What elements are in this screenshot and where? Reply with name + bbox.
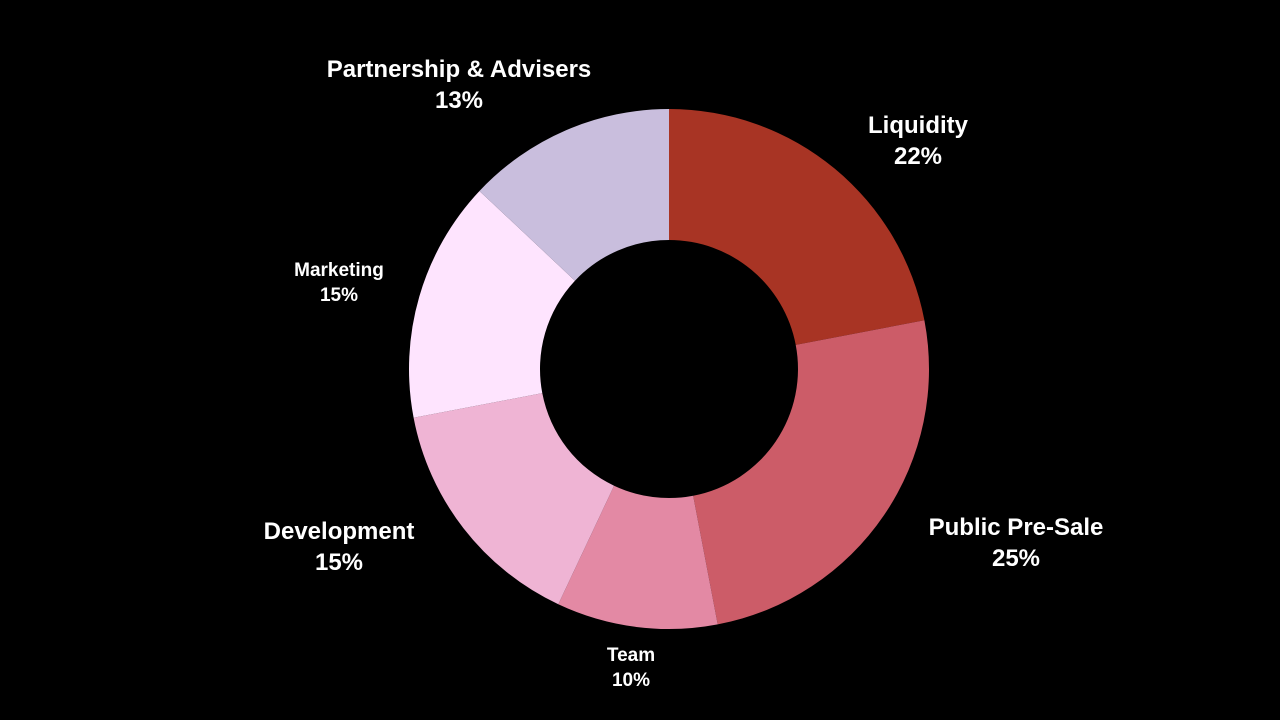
slice-value-partnership-advisers: 13% [434, 87, 484, 115]
donut-slice-development [413, 393, 615, 605]
slice-label-partnership-advisers: Partnership & Advisers 13% [327, 54, 592, 116]
donut-slice-marketing [408, 191, 575, 418]
slice-name-public-pre-sale: Public Pre-Sale [928, 514, 1104, 541]
donut-slice-public-pre-sale [693, 320, 930, 625]
slice-value-public-pre-sale: 25% [991, 545, 1041, 573]
slice-name-team: Team [606, 645, 656, 666]
slice-name-development: Development [263, 518, 415, 545]
slice-name-partnership-advisers: Partnership & Advisers [326, 56, 592, 83]
donut-slice-partnership-advisers [479, 109, 669, 281]
slice-value-liquidity: 22% [893, 143, 943, 171]
slice-label-development: Development 15% [264, 516, 415, 578]
slice-name-marketing: Marketing [294, 260, 384, 281]
slice-label-liquidity: Liquidity 22% [868, 110, 968, 172]
slice-label-team: Team 10% [607, 644, 655, 693]
donut-slice-team [558, 485, 718, 630]
slice-name-liquidity: Liquidity [868, 112, 968, 139]
donut-slice-liquidity [669, 109, 925, 345]
slice-label-public-pre-sale: Public Pre-Sale 25% [929, 512, 1104, 574]
slice-value-development: 15% [314, 549, 364, 577]
slice-value-team: 10% [611, 669, 651, 691]
slice-label-marketing: Marketing 15% [294, 259, 384, 308]
slice-value-marketing: 15% [319, 284, 359, 306]
